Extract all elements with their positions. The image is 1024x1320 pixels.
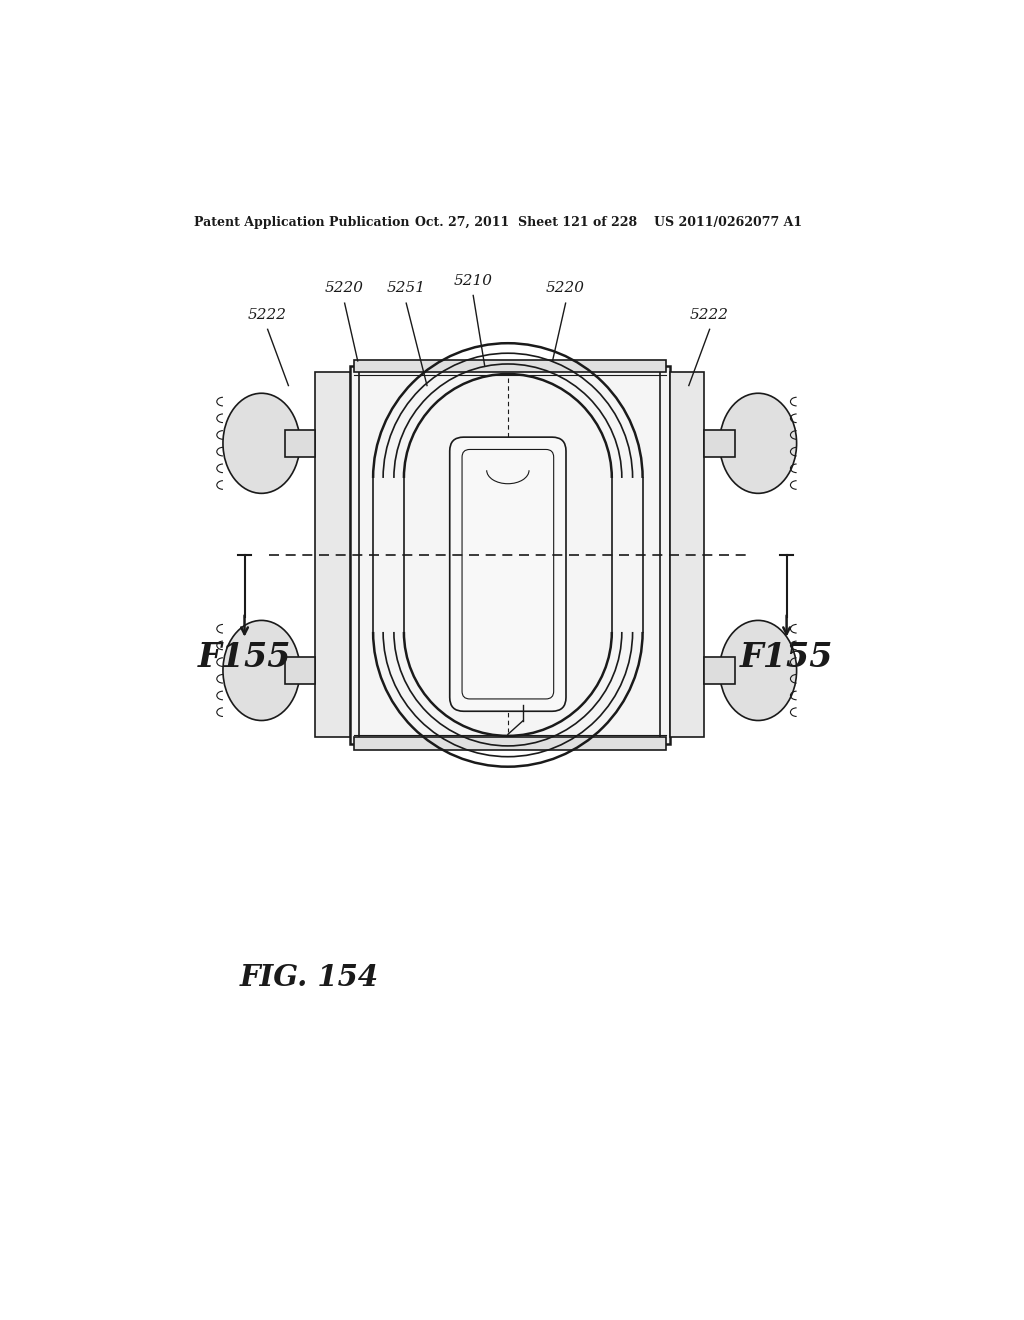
Text: 5222: 5222 bbox=[690, 308, 729, 322]
Bar bbox=[354, 738, 666, 750]
Bar bbox=[705, 657, 735, 684]
Bar bbox=[285, 657, 315, 684]
Text: FIG. 154: FIG. 154 bbox=[240, 964, 379, 993]
Text: 5220: 5220 bbox=[546, 281, 585, 296]
Text: 5251: 5251 bbox=[387, 281, 426, 296]
Bar bbox=[350, 367, 670, 743]
Ellipse shape bbox=[223, 393, 300, 494]
Bar bbox=[705, 430, 735, 457]
Bar bbox=[354, 360, 666, 372]
Text: 5222: 5222 bbox=[248, 308, 287, 322]
Text: 5220: 5220 bbox=[326, 281, 365, 296]
Text: F155: F155 bbox=[198, 640, 291, 673]
FancyBboxPatch shape bbox=[450, 437, 566, 711]
Bar bbox=[315, 372, 350, 738]
Ellipse shape bbox=[720, 393, 797, 494]
Text: F155: F155 bbox=[740, 640, 834, 673]
Bar bbox=[670, 372, 705, 738]
Ellipse shape bbox=[720, 620, 797, 721]
Text: US 2011/0262077 A1: US 2011/0262077 A1 bbox=[654, 216, 802, 230]
Text: 5254: 5254 bbox=[486, 577, 529, 594]
Text: 5210: 5210 bbox=[454, 273, 493, 288]
Text: Oct. 27, 2011  Sheet 121 of 228: Oct. 27, 2011 Sheet 121 of 228 bbox=[416, 216, 638, 230]
Bar bbox=[285, 430, 315, 457]
Text: Patent Application Publication: Patent Application Publication bbox=[194, 216, 410, 230]
Ellipse shape bbox=[223, 620, 300, 721]
Text: 5213: 5213 bbox=[504, 682, 543, 696]
